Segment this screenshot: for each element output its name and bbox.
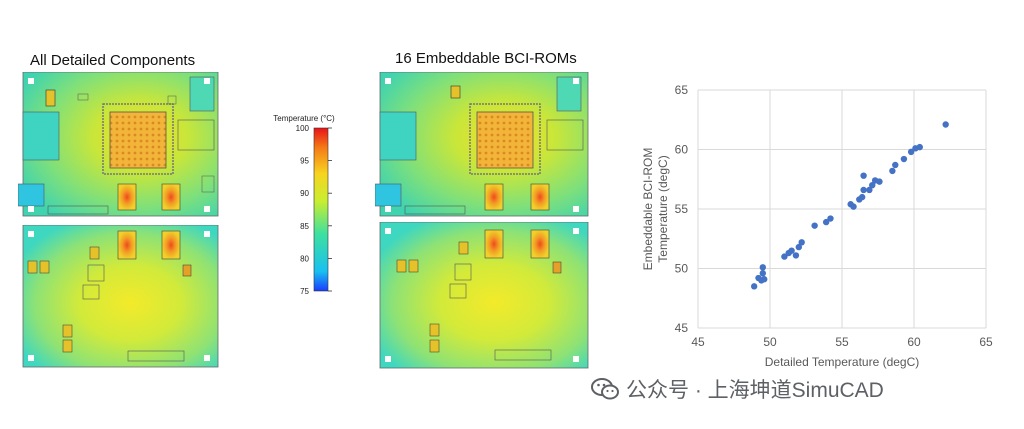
middle-panel-title: 16 Embeddable BCI-ROMs: [395, 50, 577, 67]
colorbar-label: Temperature (°C): [273, 114, 335, 123]
colorbar-tick-label: 90: [300, 189, 309, 198]
watermark: 公众号 · 上海坤道SimuCAD: [590, 374, 884, 404]
x-tick-label: 60: [907, 335, 921, 349]
scatter-point: [850, 203, 857, 210]
y-tick-label: 55: [675, 202, 689, 216]
left-panel-title: All Detailed Components: [30, 52, 196, 69]
colorbar-tick-label: 80: [300, 254, 309, 263]
scatter-point: [798, 239, 805, 246]
colorbar-tick-label: 95: [300, 157, 309, 166]
colorbar-tick-label: 85: [300, 222, 309, 231]
scatter-point: [759, 264, 766, 271]
detailed-board-bottom-thermal-map: [18, 225, 220, 369]
bci-rom-board-bottom-thermal-map: [375, 222, 590, 370]
scatter-point: [860, 186, 867, 194]
x-axis-label: Detailed Temperature (degC): [765, 355, 920, 369]
scatter-point: [781, 253, 788, 260]
x-tick-label: 45: [691, 335, 705, 349]
watermark-text: 公众号 · 上海坤道SimuCAD: [626, 379, 884, 402]
scatter-point: [889, 167, 896, 175]
scatter-point: [858, 193, 866, 201]
scatter-point: [892, 161, 899, 169]
scatter-point: [761, 276, 768, 283]
y-tick-label: 65: [675, 83, 689, 97]
colorbar-tick-label: 75: [300, 287, 309, 296]
scatter-point: [860, 172, 867, 179]
scatter-point: [795, 243, 802, 251]
wechat-icon: [591, 378, 619, 400]
scatter-chart: 45 50 55 60 65 45 50 55 60 65 Detailed Temperature…: [630, 72, 1010, 392]
y-tick-label: 50: [675, 262, 689, 276]
scatter-point: [827, 215, 834, 222]
scatter-point: [750, 283, 758, 290]
detailed-board-top-thermal-map: [18, 72, 220, 218]
scatter-point: [869, 182, 876, 189]
y-tick-label: 45: [675, 321, 689, 335]
scatter-point: [759, 270, 766, 277]
x-tick-label: 50: [763, 335, 777, 349]
x-tick-label: 55: [835, 335, 849, 349]
x-tick-label: 65: [979, 335, 993, 349]
bci-rom-board-top-thermal-map: [375, 72, 590, 218]
scatter-point: [792, 252, 800, 259]
y-tick-label: 60: [675, 143, 689, 157]
scatter-point: [811, 222, 818, 229]
scatter-point: [788, 247, 795, 254]
scatter-point: [876, 178, 883, 185]
scatter-point: [900, 155, 908, 163]
scatter-point: [822, 218, 830, 226]
scatter-point: [942, 121, 949, 128]
colorbar-tick-label: 100: [296, 124, 310, 133]
y-axis-label: Embeddable BCI-ROM: [641, 148, 655, 271]
y-axis-label: Temperature (degC): [656, 155, 670, 262]
scatter-point: [866, 186, 873, 194]
scatter-point: [907, 148, 915, 156]
scatter-point: [916, 143, 923, 151]
temperature-colorbar: Temperature (°C) 100 95 90 85 80 75: [262, 112, 352, 302]
